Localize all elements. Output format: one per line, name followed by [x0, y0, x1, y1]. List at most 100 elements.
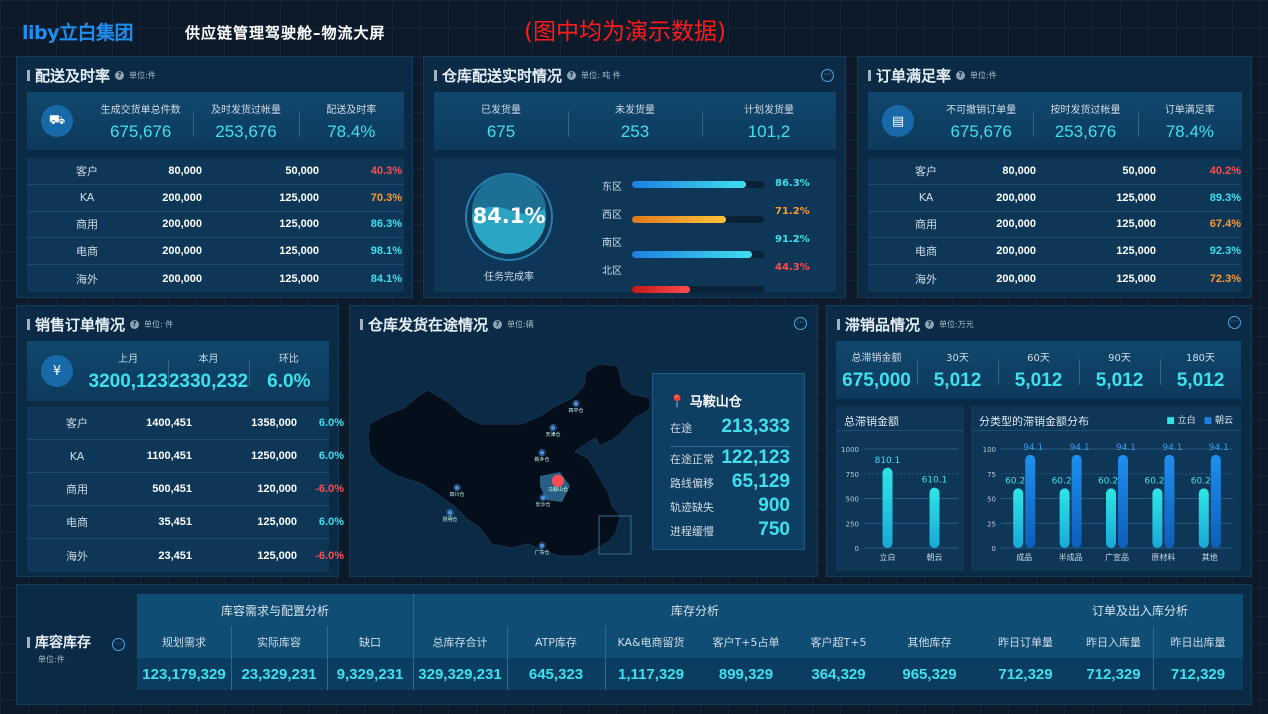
bar[interactable] — [1059, 488, 1070, 548]
inventory-column: 昨日出库量 712,329 — [1153, 626, 1243, 690]
warehouse-detail-box: 84.1% 任务完成率 东区 86.3% 西区 71.2% 南区 91.2% 北区 44.3% — [434, 158, 836, 293]
bar[interactable] — [1106, 488, 1116, 548]
delivery-table: 客户 80,000 50,000 40.3% KA 200,000 125,000 70.3%… — [27, 158, 404, 292]
help-icon[interactable]: ? — [493, 320, 503, 329]
stat-value: 900 — [758, 495, 790, 516]
more-icon[interactable]: ··· — [1228, 316, 1241, 329]
summary-stat: 按时发货过帐量 253,676 — [1033, 101, 1137, 142]
stat-label: 30天 — [946, 352, 969, 364]
bar[interactable] — [1013, 488, 1024, 548]
city-marker[interactable]: ◉ 广东仓 — [527, 542, 557, 556]
legend-item[interactable]: ■ 立白 — [1166, 416, 1196, 426]
y-tick-label: 750 — [846, 471, 859, 479]
y-tick-label: 75 — [987, 471, 996, 479]
help-icon[interactable]: ? — [115, 71, 125, 80]
progress-fill — [632, 181, 746, 188]
bar[interactable] — [1164, 454, 1175, 548]
region-progress-bar — [632, 286, 764, 293]
liby-logo: liby立白集团 — [22, 22, 134, 44]
city-marker[interactable]: ◉ 天津仓 — [538, 424, 568, 438]
location-pin-icon: ◉ — [538, 448, 546, 458]
more-icon[interactable]: ··· — [112, 638, 125, 651]
summary-stat: 90天 5,012 — [1079, 349, 1160, 392]
bar[interactable] — [929, 487, 940, 548]
bar[interactable] — [1198, 488, 1209, 548]
stat-value: 101,2 — [747, 121, 791, 141]
bar[interactable] — [1071, 454, 1082, 548]
y-tick-label: 1000 — [841, 446, 859, 454]
city-marker[interactable]: ◉ 昆明仓 — [435, 509, 465, 523]
stat-value: 65,129 — [731, 471, 790, 492]
y-tick-label: 50 — [987, 496, 996, 504]
region-bars: 东区 86.3% 西区 71.2% 南区 91.2% 北区 44.3% — [434, 158, 836, 293]
column-header: 其他库存 — [907, 636, 952, 649]
summary-stat: 不可撤销订单量 675,676 — [929, 101, 1033, 142]
table-row: 海外 23,451 125,000 -6.0% — [27, 539, 344, 572]
inventory-column: 实际库容 23,329,231 — [231, 626, 327, 690]
city-marker[interactable]: ◉ 四川仓 — [442, 484, 472, 498]
help-icon[interactable]: ? — [925, 320, 935, 329]
bar[interactable] — [1210, 454, 1221, 548]
row-value-2: 125,000 — [279, 245, 319, 258]
row-label: 商用 — [915, 218, 937, 232]
row-value-1: 200,000 — [996, 245, 1036, 258]
stat-label: 上月 — [118, 353, 139, 365]
city-marker[interactable]: ◉ 四平仓 — [561, 400, 591, 414]
document-icon: ▤ — [882, 105, 914, 137]
summary-box: 总滞销金额 675,000 30天 5,012 60天 5,012 90天 5,012 180天… — [836, 341, 1241, 399]
legend-item[interactable]: ■ 朝云 — [1203, 416, 1233, 426]
more-icon[interactable]: ··· — [821, 69, 834, 82]
bar[interactable] — [1025, 454, 1036, 548]
inventory-column: 总库存合计 329,329,231 — [413, 626, 507, 690]
x-tick-label: 立白 — [880, 552, 896, 562]
stat-label: 60天 — [1027, 352, 1050, 364]
location-pin-icon: ● — [551, 470, 565, 489]
city-marker[interactable]: ● 马鞍山仓 — [543, 472, 573, 493]
row-value-1: 80,000 — [1002, 164, 1036, 177]
y-tick-label: 500 — [846, 496, 859, 504]
more-icon[interactable]: ··· — [794, 317, 807, 330]
y-tick-label: 25 — [987, 520, 996, 528]
summary-box: ¥ 上月 3200,123 本月 2330,232 环比 6.0% — [27, 341, 329, 401]
data-label: 60.2 — [1005, 476, 1025, 486]
help-icon[interactable]: ? — [130, 320, 140, 329]
table-row: 电商 35,451 125,000 6.0% — [27, 506, 344, 539]
bar[interactable] — [882, 467, 893, 548]
data-label: 94.1 — [1023, 443, 1043, 453]
bar[interactable] — [1118, 454, 1128, 548]
table-row: KA 200,000 125,000 89.3% — [868, 185, 1242, 212]
bar[interactable] — [1152, 488, 1163, 548]
stat-value: 253,676 — [215, 121, 277, 141]
row-rate: 40.2% — [1209, 164, 1241, 177]
stat-label: 未发货量 — [615, 104, 655, 116]
row-label: KA — [918, 191, 934, 205]
help-icon[interactable]: ? — [956, 71, 966, 80]
help-icon[interactable]: ? — [567, 71, 577, 80]
column-header: 客户T+5占单 — [712, 636, 780, 649]
row-rate: 70.3% — [370, 191, 402, 204]
region-label: 西区 — [602, 210, 622, 221]
city-marker[interactable]: ◉ 长沙仓 — [528, 494, 558, 508]
yen-icon: ¥ — [41, 355, 73, 387]
location-pin-icon: ◉ — [572, 399, 580, 409]
city-marker[interactable]: ◉ 新乡仓 — [527, 449, 557, 463]
title-text: 销售订单情况 — [35, 316, 126, 334]
row-label: 海外 — [915, 272, 937, 286]
stat-value: 5,012 — [933, 369, 982, 391]
unit-label: 单位:万元 — [939, 320, 974, 329]
summary-stat: 180天 5,012 — [1160, 349, 1241, 392]
y-tick-label: 0 — [992, 545, 996, 553]
inventory-column: 客户T+5占单 899,329 — [697, 626, 795, 690]
row-label: 电商 — [915, 245, 937, 259]
row-value-1: 200,000 — [162, 245, 202, 258]
progress-fill — [632, 286, 691, 293]
location-pin-icon: ◉ — [446, 508, 454, 518]
row-value-1: 500,451 — [152, 483, 192, 495]
inventory-column: ATP库存 645,323 — [507, 626, 605, 690]
china-map[interactable] — [350, 306, 650, 578]
table-row: 电商 200,000 125,000 98.1% — [27, 238, 404, 266]
row-value-2: 125,000 — [1116, 272, 1156, 285]
transit-stat: 在途正常 122,123 — [670, 447, 790, 469]
stat-value: 253 — [620, 121, 650, 141]
column-value: 329,329,231 — [413, 658, 507, 690]
